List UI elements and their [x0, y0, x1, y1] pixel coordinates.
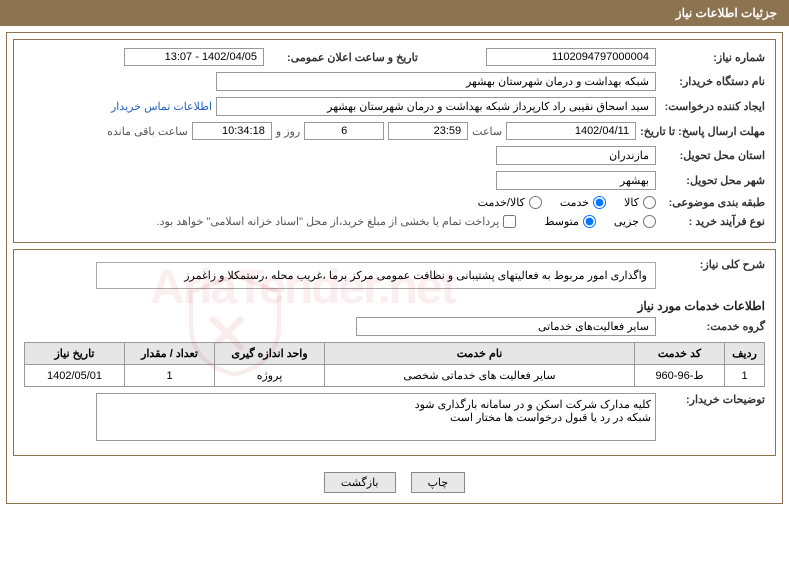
radio-goods-input[interactable]	[643, 196, 656, 209]
row-need-summary: شرح کلی نیاز: واگذاری امور مربوط به فعال…	[24, 258, 765, 293]
radio-goods[interactable]: کالا	[624, 196, 656, 209]
cell-qty: 1	[125, 365, 215, 387]
announce-dt-value: 1402/04/05 - 13:07	[124, 48, 264, 66]
cell-unit: پروژه	[215, 365, 325, 387]
services-info-title: اطلاعات خدمات مورد نیاز	[24, 299, 765, 313]
buyer-org-label: نام دستگاه خریدار:	[660, 75, 765, 88]
radio-medium-input[interactable]	[583, 215, 596, 228]
row-deadline: مهلت ارسال پاسخ: تا تاریخ: 1402/04/11 سا…	[24, 122, 765, 140]
deadline-label: مهلت ارسال پاسخ: تا تاریخ:	[640, 125, 765, 138]
payment-note-check[interactable]: پرداخت تمام یا بخشی از مبلغ خرید،از محل …	[157, 215, 517, 228]
radio-goods-service-label: کالا/خدمت	[478, 196, 525, 209]
time-remain-value: 10:34:18	[192, 122, 272, 140]
row-subject-class: طبقه بندی موضوعی: کالا خدمت کالا/خدمت	[24, 196, 765, 209]
city-value: بهشهر	[496, 171, 656, 190]
row-need-number: شماره نیاز: 1102094797000004 تاریخ و ساع…	[24, 48, 765, 66]
radio-partial[interactable]: جزیی	[614, 215, 656, 228]
radio-medium-label: متوسط	[544, 215, 579, 228]
radio-service-label: خدمت	[560, 196, 589, 209]
province-value: مازندران	[496, 146, 656, 165]
deadline-time-value: 23:59	[388, 122, 468, 140]
th-unit: واحد اندازه گیری	[215, 343, 325, 365]
need-summary-box: واگذاری امور مربوط به فعالیتهای پشتیبانی…	[96, 262, 656, 289]
table-row: 1 ط-96-960 سایر فعالیت های خدماتی شخصی پ…	[25, 365, 765, 387]
row-buyer-org: نام دستگاه خریدار: شبکه بهداشت و درمان ش…	[24, 72, 765, 91]
payment-note-text: پرداخت تمام یا بخشی از مبلغ خرید،از محل …	[157, 215, 500, 228]
info-panel: شماره نیاز: 1102094797000004 تاریخ و ساع…	[13, 39, 776, 243]
row-process-type: نوع فرآیند خرید : جزیی متوسط پرداخت تمام…	[24, 215, 765, 228]
days-and-label: روز و	[276, 125, 300, 138]
subject-class-label: طبقه بندی موضوعی:	[660, 196, 765, 209]
row-buyer-notes: توضیحات خریدار: کلیه مدارک شرکت اسکن و د…	[24, 393, 765, 441]
requester-value: سید اسحاق نقیبی راد کارپرداز شبکه بهداشت…	[216, 97, 656, 116]
row-city: شهر محل تحویل: بهشهر	[24, 171, 765, 190]
process-type-label: نوع فرآیند خرید :	[660, 215, 765, 228]
main-container: شماره نیاز: 1102094797000004 تاریخ و ساع…	[6, 32, 783, 504]
action-buttons: چاپ بازگشت	[13, 462, 776, 497]
table-header-row: ردیف کد خدمت نام خدمت واحد اندازه گیری ت…	[25, 343, 765, 365]
buyer-notes-line1: کلیه مدارک شرکت اسکن و در سامانه بارگذار…	[101, 398, 651, 411]
print-button[interactable]: چاپ	[411, 472, 466, 493]
row-province: استان محل تحویل: مازندران	[24, 146, 765, 165]
radio-service[interactable]: خدمت	[560, 196, 606, 209]
buyer-org-value: شبکه بهداشت و درمان شهرستان بهشهر	[216, 72, 656, 91]
announce-dt-label: تاریخ و ساعت اعلان عمومی:	[268, 51, 418, 64]
th-date: تاریخ نیاز	[25, 343, 125, 365]
city-label: شهر محل تحویل:	[660, 174, 765, 187]
need-number-value: 1102094797000004	[486, 48, 656, 66]
payment-note-checkbox[interactable]	[503, 215, 516, 228]
need-summary-text: واگذاری امور مربوط به فعالیتهای پشتیبانی…	[184, 270, 647, 282]
need-number-label: شماره نیاز:	[660, 51, 765, 64]
time-word: ساعت	[472, 125, 502, 138]
buyer-notes-label: توضیحات خریدار:	[660, 393, 765, 406]
need-panel: شرح کلی نیاز: واگذاری امور مربوط به فعال…	[13, 249, 776, 456]
cell-idx: 1	[725, 365, 765, 387]
cell-name: سایر فعالیت های خدماتی شخصی	[325, 365, 635, 387]
radio-goods-service[interactable]: کالا/خدمت	[478, 196, 542, 209]
cell-date: 1402/05/01	[25, 365, 125, 387]
contact-info-link[interactable]: اطلاعات تماس خریدار	[111, 100, 212, 113]
service-group-value: سایر فعالیت‌های خدماتی	[356, 317, 656, 336]
radio-goods-service-input[interactable]	[529, 196, 542, 209]
service-group-label: گروه خدمت:	[660, 320, 765, 333]
time-remain-label: ساعت باقی مانده	[107, 125, 188, 138]
radio-medium[interactable]: متوسط	[544, 215, 596, 228]
province-label: استان محل تحویل:	[660, 149, 765, 162]
buyer-notes-line2: شبکه در رد یا قبول درخواست ها مختار است	[101, 411, 651, 424]
services-table: ردیف کد خدمت نام خدمت واحد اندازه گیری ت…	[24, 342, 765, 387]
deadline-date-value: 1402/04/11	[506, 122, 636, 140]
need-summary-label: شرح کلی نیاز:	[660, 258, 765, 271]
radio-service-input[interactable]	[593, 196, 606, 209]
requester-label: ایجاد کننده درخواست:	[660, 100, 765, 113]
row-service-group: گروه خدمت: سایر فعالیت‌های خدماتی	[24, 317, 765, 336]
back-button[interactable]: بازگشت	[324, 472, 396, 493]
page-header: جزئیات اطلاعات نیاز	[0, 0, 789, 26]
cell-code: ط-96-960	[635, 365, 725, 387]
radio-partial-input[interactable]	[643, 215, 656, 228]
th-code: کد خدمت	[635, 343, 725, 365]
radio-goods-label: کالا	[624, 196, 639, 209]
th-name: نام خدمت	[325, 343, 635, 365]
page-title: جزئیات اطلاعات نیاز	[676, 6, 777, 20]
row-requester: ایجاد کننده درخواست: سید اسحاق نقیبی راد…	[24, 97, 765, 116]
th-row: ردیف	[725, 343, 765, 365]
days-remain-value: 6	[304, 122, 384, 140]
radio-partial-label: جزیی	[614, 215, 639, 228]
buyer-notes-box: کلیه مدارک شرکت اسکن و در سامانه بارگذار…	[96, 393, 656, 441]
th-qty: تعداد / مقدار	[125, 343, 215, 365]
